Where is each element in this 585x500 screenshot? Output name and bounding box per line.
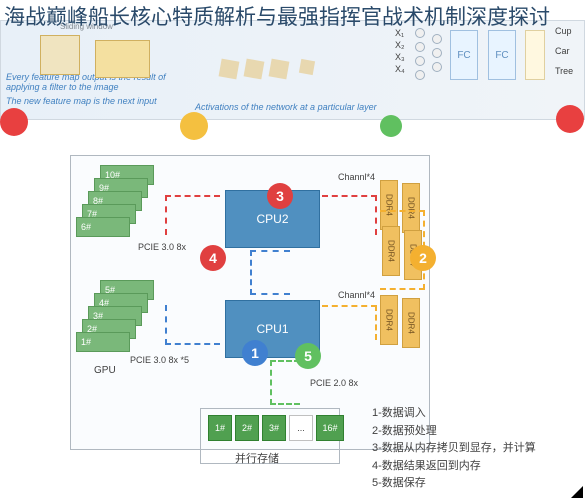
gpu-card: 6# [76,217,130,237]
deco-box-grid [95,40,150,78]
legend-item-4: 4-数据结果返回到内存 [372,458,536,476]
dot-yellow [180,112,208,140]
x-label-3: X₃ [395,52,405,62]
deco-box-1 [40,35,80,75]
dot-red-2 [556,105,584,133]
arrow-blue-2 [165,305,220,345]
pcie-bottom-label: PCIE 3.0 8x *5 [130,355,189,365]
arrow-blue-1 [250,250,290,295]
legend-item-1: 1-数据调入 [372,405,536,423]
pcie-top-label: PCIE 3.0 8x [138,242,186,252]
banner-section: 海战巅峰船长核心特质解析与最强指挥官战术机制深度探讨 Every feature… [0,0,585,140]
arrow-yellow-2 [322,305,377,340]
nn-node [415,42,425,52]
ddr-box: DDR4 [380,295,398,345]
nn-node [415,56,425,66]
storage-label: 并行存储 [235,450,279,466]
storage-item: 16# [316,415,344,441]
step-circle-2: 2 [410,245,436,271]
step-circle-4: 4 [200,245,226,271]
dot-green [380,115,402,137]
page-title: 海战巅峰船长核心特质解析与最强指挥官战术机制深度探讨 [4,4,564,31]
cube-4 [299,59,315,75]
circle-col-1 [415,28,425,80]
arrow-red-2 [322,195,377,235]
nn-node [432,48,442,58]
storage-item: 2# [235,415,259,441]
legend-item-2: 2-数据预处理 [372,423,536,441]
step-circle-1: 1 [242,340,268,366]
storage-item: 1# [208,415,232,441]
cube-2 [244,59,265,80]
feature-map-text-2: The new feature map is the next input [6,96,186,106]
nn-node [432,62,442,72]
side-label-2: Car [555,46,570,56]
architecture-diagram: 10# 9# 8# 7# 6# 5# 4# 3# 2# 1# GPU PCIE … [70,150,550,495]
gpu-label: GPU [94,365,116,376]
dot-red-1 [0,108,28,136]
channel-top-label: Channl*4 [338,172,375,182]
x-label-2: X₂ [395,40,405,50]
cube-3 [269,59,290,80]
legend-item-5: 5-数据保存 [372,475,536,493]
legend-item-3: 3-数据从内存拷贝到显存，并计算 [372,440,536,458]
activations-text: Activations of the network at a particul… [195,102,377,112]
softmax-box [525,30,545,80]
circle-col-2 [432,34,442,72]
ddr-box: DDR4 [402,298,420,348]
nn-node [432,34,442,44]
step-circle-5: 5 [295,343,321,369]
arrow-red-1 [165,195,220,235]
x-label-4: X₄ [395,64,405,74]
step-circle-3: 3 [267,183,293,209]
fc-box-1: FC [450,30,478,80]
fc-box-2: FC [488,30,516,80]
storage-item: ... [289,415,313,441]
pcie-right-label: PCIE 2.0 8x [310,378,358,388]
corner-handle-icon [571,486,583,498]
nn-node [415,70,425,80]
storage-item: 3# [262,415,286,441]
arrow-green [270,360,300,405]
legend: 1-数据调入 2-数据预处理 3-数据从内存拷贝到显存，并计算 4-数据结果返回… [372,405,536,493]
side-label-3: Tree [555,66,573,76]
cube-1 [219,59,240,80]
channel-bottom-label: Channl*4 [338,290,375,300]
gpu-card: 1# [76,332,130,352]
